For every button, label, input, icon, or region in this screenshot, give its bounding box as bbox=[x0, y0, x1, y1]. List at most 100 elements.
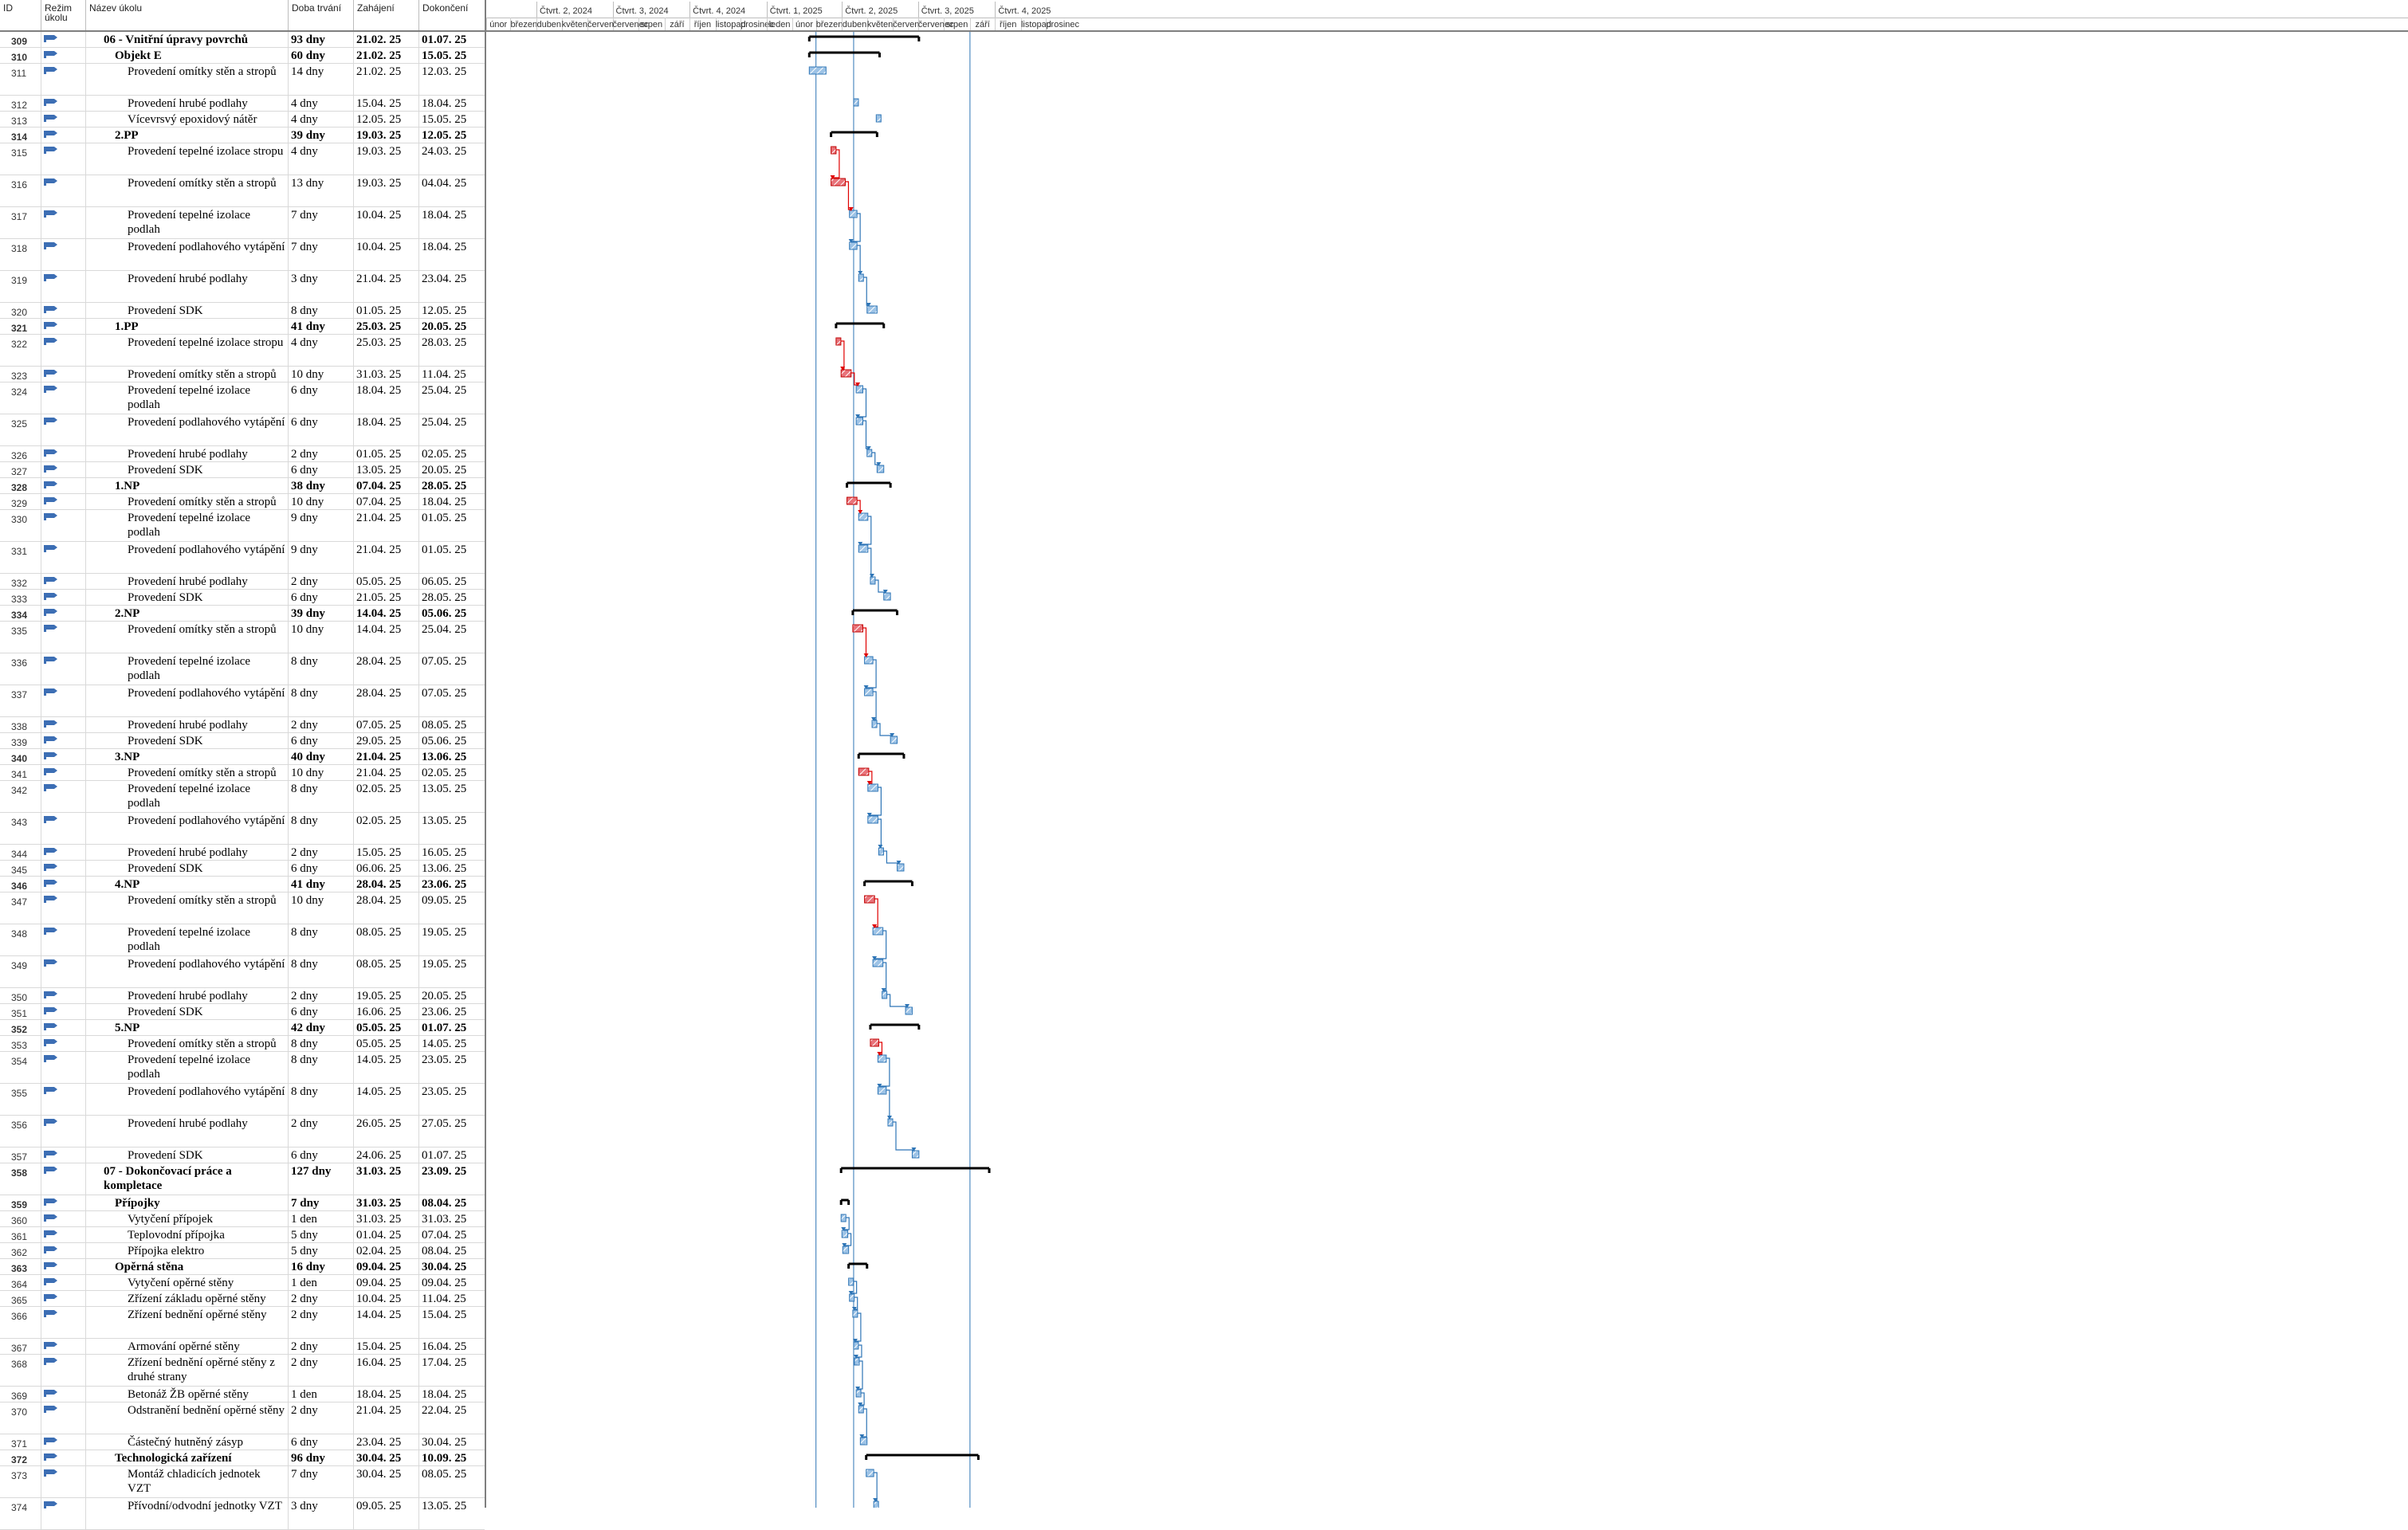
summary-task-row[interactable]: 346 4.NP 41 dny 28.04. 25 23.06. 25 bbox=[0, 877, 485, 892]
task-finish-date[interactable]: 16.04. 25 bbox=[422, 1340, 467, 1353]
task-name[interactable]: Provedení SDK bbox=[86, 733, 289, 748]
task-start-date[interactable]: 29.05. 25 bbox=[354, 733, 419, 748]
task-bar[interactable] bbox=[878, 847, 884, 856]
task-finish-date[interactable]: 23.09. 25 bbox=[422, 1165, 467, 1178]
task-finish-date[interactable]: 01.07. 25 bbox=[422, 33, 467, 46]
task-bar[interactable] bbox=[867, 783, 878, 792]
task-id[interactable]: 323 bbox=[0, 367, 41, 382]
task-id[interactable]: 319 bbox=[0, 271, 41, 302]
task-name[interactable]: Zřízení základu opěrné stěny bbox=[86, 1291, 289, 1306]
task-start-date[interactable]: 07.04. 25 bbox=[354, 494, 419, 509]
task-duration[interactable]: 16 dny bbox=[289, 1259, 354, 1274]
task-start-date[interactable]: 26.05. 25 bbox=[354, 1116, 419, 1147]
task-finish-date[interactable]: 02.05. 25 bbox=[422, 767, 467, 779]
task-name[interactable]: Provedení SDK bbox=[86, 1148, 289, 1163]
task-id[interactable]: 345 bbox=[0, 861, 41, 876]
task-bar[interactable] bbox=[897, 863, 905, 872]
task-duration[interactable]: 4 dny bbox=[289, 96, 354, 111]
critical-task-bar[interactable] bbox=[847, 496, 858, 505]
task-duration[interactable]: 9 dny bbox=[289, 510, 354, 541]
task-row[interactable]: 311 Provedení omítky stěn a stropů 14 dny 2… bbox=[0, 64, 485, 96]
task-duration[interactable]: 2 dny bbox=[289, 446, 354, 461]
task-duration[interactable]: 2 dny bbox=[289, 988, 354, 1003]
task-start-date[interactable]: 21.04. 25 bbox=[354, 271, 419, 302]
task-start-date[interactable]: 14.04. 25 bbox=[354, 622, 419, 653]
task-id[interactable]: 325 bbox=[0, 414, 41, 445]
task-bar[interactable] bbox=[887, 1118, 894, 1127]
task-mode-cell[interactable] bbox=[41, 143, 86, 175]
column-header-start[interactable]: Zahájení bbox=[354, 0, 419, 30]
task-row[interactable]: 351 Provedení SDK 6 dny 16.06. 25 23.06. 25 bbox=[0, 1004, 485, 1020]
task-mode-cell[interactable] bbox=[41, 1387, 86, 1402]
task-id[interactable]: 349 bbox=[0, 956, 41, 987]
task-duration[interactable]: 4 dny bbox=[289, 335, 354, 366]
task-row[interactable]: 369 Betonáž ŽB opěrné stěny 1 den 18.04. 25… bbox=[0, 1387, 485, 1402]
task-duration[interactable]: 42 dny bbox=[289, 1020, 354, 1035]
task-mode-cell[interactable] bbox=[41, 1434, 86, 1450]
task-id[interactable]: 347 bbox=[0, 892, 41, 924]
task-duration[interactable]: 10 dny bbox=[289, 892, 354, 924]
task-finish-date[interactable]: 28.05. 25 bbox=[422, 591, 467, 604]
task-name[interactable]: Provedení SDK bbox=[86, 861, 289, 876]
task-name[interactable]: Odstranění bednění opěrné stěny bbox=[86, 1402, 289, 1434]
task-id[interactable]: 343 bbox=[0, 813, 41, 844]
task-id[interactable]: 313 bbox=[0, 112, 41, 127]
task-duration[interactable]: 6 dny bbox=[289, 382, 354, 414]
task-name[interactable]: Provedení omítky stěn a stropů bbox=[86, 622, 289, 653]
task-mode-cell[interactable] bbox=[41, 462, 86, 477]
task-finish-date[interactable]: 14.05. 25 bbox=[422, 1038, 467, 1050]
task-row[interactable]: 366 Zřízení bednění opěrné stěny 2 dny 14.0… bbox=[0, 1307, 485, 1339]
task-bar[interactable] bbox=[858, 1405, 864, 1414]
task-duration[interactable]: 8 dny bbox=[289, 781, 354, 812]
summary-task-name[interactable]: 1.NP bbox=[86, 478, 289, 493]
task-name[interactable]: Provedení omítky stěn a stropů bbox=[86, 175, 289, 206]
task-id[interactable]: 365 bbox=[0, 1291, 41, 1306]
task-name[interactable]: Provedení omítky stěn a stropů bbox=[86, 1036, 289, 1051]
task-id[interactable]: 340 bbox=[0, 749, 41, 764]
task-bar[interactable] bbox=[866, 449, 873, 457]
task-mode-cell[interactable] bbox=[41, 1498, 86, 1529]
task-start-date[interactable]: 09.05. 25 bbox=[354, 1498, 419, 1529]
task-bar[interactable] bbox=[841, 1230, 849, 1238]
task-row[interactable]: 368 Zřízení bednění opěrné stěny z druhé … bbox=[0, 1355, 485, 1387]
task-start-date[interactable]: 10.04. 25 bbox=[354, 1291, 419, 1306]
task-id[interactable]: 351 bbox=[0, 1004, 41, 1019]
task-start-date[interactable]: 19.03. 25 bbox=[354, 128, 419, 143]
column-header-mode[interactable]: Režim úkolu bbox=[41, 0, 86, 30]
task-bar[interactable] bbox=[855, 417, 864, 426]
task-mode-cell[interactable] bbox=[41, 32, 86, 47]
task-id[interactable]: 348 bbox=[0, 924, 41, 955]
task-duration[interactable]: 13 dny bbox=[289, 175, 354, 206]
task-mode-cell[interactable] bbox=[41, 319, 86, 334]
task-start-date[interactable]: 31.03. 25 bbox=[354, 1195, 419, 1210]
task-finish-date[interactable]: 04.04. 25 bbox=[422, 177, 467, 190]
task-mode-cell[interactable] bbox=[41, 112, 86, 127]
task-row[interactable]: 362 Přípojka elektro 5 dny 02.04. 25 08.04. … bbox=[0, 1243, 485, 1259]
task-bar[interactable] bbox=[853, 1341, 859, 1350]
task-row[interactable]: 333 Provedení SDK 6 dny 21.05. 25 28.05. 25 bbox=[0, 590, 485, 606]
task-finish-date[interactable]: 19.05. 25 bbox=[422, 958, 467, 971]
task-duration[interactable]: 8 dny bbox=[289, 685, 354, 716]
task-duration[interactable]: 10 dny bbox=[289, 765, 354, 780]
task-mode-cell[interactable] bbox=[41, 382, 86, 414]
summary-task-row[interactable]: 372 Technologická zařízení 96 dny 30.04. 25… bbox=[0, 1450, 485, 1466]
task-row[interactable]: 370 Odstranění bednění opěrné stěny 2 dny 2… bbox=[0, 1402, 485, 1434]
task-row[interactable]: 341 Provedení omítky stěn a stropů 10 dny 2… bbox=[0, 765, 485, 781]
task-start-date[interactable]: 02.05. 25 bbox=[354, 813, 419, 844]
summary-task-name[interactable]: 06 - Vnitřní úpravy povrchů bbox=[86, 32, 289, 47]
task-name[interactable]: Provedení hrubé podlahy bbox=[86, 717, 289, 732]
task-bar[interactable] bbox=[849, 210, 858, 218]
task-start-date[interactable]: 09.04. 25 bbox=[354, 1275, 419, 1290]
task-duration[interactable]: 6 dny bbox=[289, 414, 354, 445]
task-id[interactable]: 359 bbox=[0, 1195, 41, 1210]
task-row[interactable]: 337 Provedení podlahového vytápění 8 dny 28… bbox=[0, 685, 485, 717]
task-mode-cell[interactable] bbox=[41, 1052, 86, 1083]
task-start-date[interactable]: 07.04. 25 bbox=[354, 478, 419, 493]
task-start-date[interactable]: 28.04. 25 bbox=[354, 877, 419, 892]
task-mode-cell[interactable] bbox=[41, 128, 86, 143]
task-finish-date[interactable]: 10.09. 25 bbox=[422, 1452, 467, 1465]
task-name[interactable]: Betonáž ŽB opěrné stěny bbox=[86, 1387, 289, 1402]
task-row[interactable]: 325 Provedení podlahového vytápění 6 dny 18… bbox=[0, 414, 485, 446]
task-row[interactable]: 349 Provedení podlahového vytápění 8 dny 08… bbox=[0, 956, 485, 988]
gantt-canvas[interactable] bbox=[486, 32, 2408, 1508]
